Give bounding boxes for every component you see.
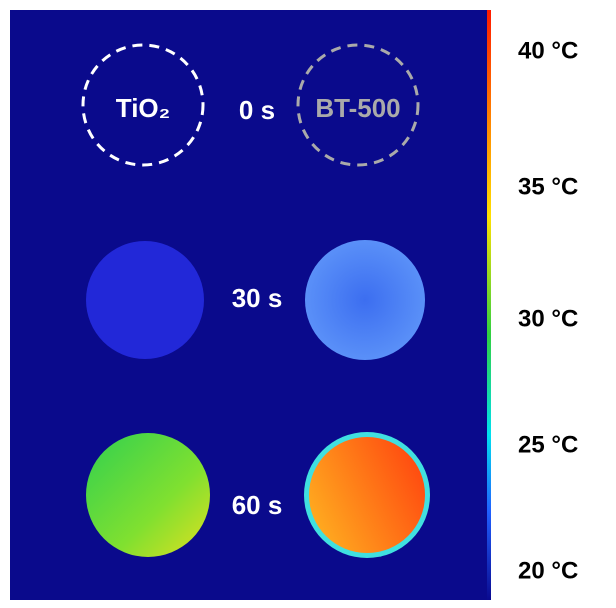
sample-spot [305,240,425,360]
sample-spot [86,241,204,359]
colorbar [487,10,491,600]
sample-spot [86,433,210,557]
sample-label: TiO₂ [116,93,170,123]
colorbar-label: 40 °C [518,37,578,64]
time-label: 60 s [232,490,283,520]
colorbar-label: 30 °C [518,305,578,332]
time-label: 30 s [232,283,283,313]
sample-label: BT-500 [315,93,400,123]
colorbar-label: 25 °C [518,431,578,458]
time-label: 0 s [239,95,275,125]
colorbar-label: 35 °C [518,173,578,200]
thermal-figure: TiO₂ BT-500 0 s 30 s 60 s 40 °C 35 °C 30… [0,0,616,603]
sample-spot [309,437,425,553]
colorbar-label: 20 °C [518,557,578,584]
